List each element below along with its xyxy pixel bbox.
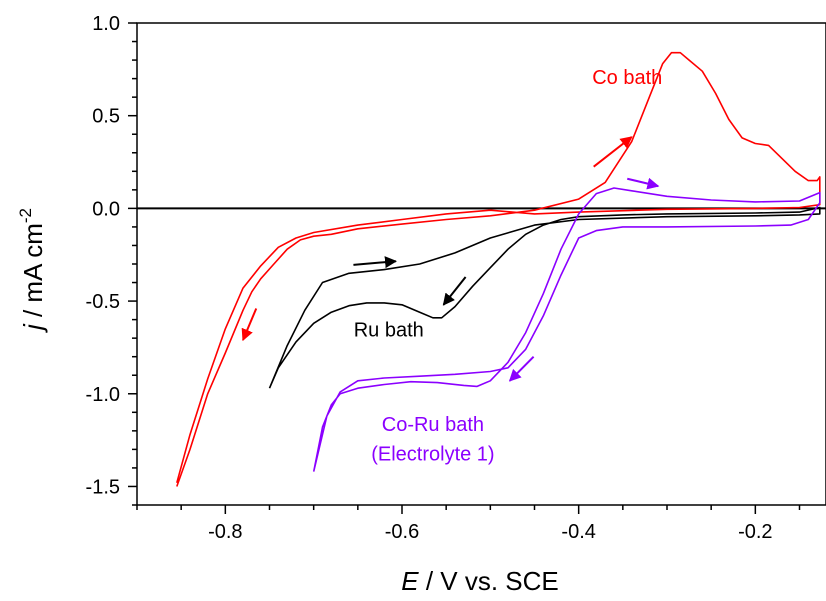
y-tick-label: 1.0 [92, 13, 120, 35]
series-curve-0 [176, 51, 821, 487]
axis-ticks [128, 22, 801, 514]
x-tick-label: -0.4 [561, 521, 595, 543]
direction-arrow [353, 256, 398, 269]
y-axis-title: j / mA cm-2 [16, 208, 48, 333]
plot-frame [136, 22, 826, 506]
series-label: Co-Ru bath [382, 414, 484, 436]
direction-arrow [241, 308, 258, 342]
y-tick-label: 0.0 [92, 198, 120, 220]
y-tick-label: -1.5 [86, 476, 120, 498]
direction-arrow [627, 177, 660, 190]
series-label: Co bath [592, 67, 662, 89]
series-group [176, 51, 821, 487]
y-tick-label: -1.0 [86, 384, 120, 406]
x-tick-label: -0.8 [208, 521, 242, 543]
direction-arrow [593, 136, 633, 168]
series-label: (Electrolyte 1) [371, 444, 494, 466]
series-label: Ru bath [354, 319, 424, 341]
x-tick-label: -0.2 [738, 521, 772, 543]
y-tick-label: 0.5 [92, 106, 120, 128]
series-curve-1 [268, 206, 821, 389]
tick-labels: -0.8 -0.6 -0.4 -0.2 1.0 0.5 0.0 -0.5 -1.0 -1.5 [86, 13, 773, 543]
direction-arrow [508, 355, 535, 382]
x-axis-title: E / V vs. SCE [401, 566, 559, 596]
y-tick-label: -0.5 [86, 291, 120, 313]
series-curve-2 [312, 187, 821, 472]
series-labels: Co bath Ru bath Co-Ru bath (Electrolyte 1) [354, 67, 663, 465]
x-tick-label: -0.6 [385, 521, 419, 543]
direction-arrow [442, 276, 467, 306]
